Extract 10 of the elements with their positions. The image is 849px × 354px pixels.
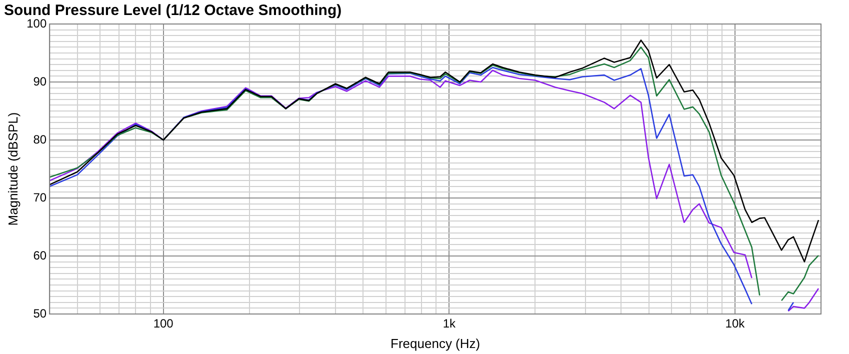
x-tick-label: 10k xyxy=(725,316,746,331)
y-tick-label: 70 xyxy=(33,190,47,204)
x-axis-title: Frequency (Hz) xyxy=(390,336,480,351)
y-tick-label: 80 xyxy=(33,132,47,146)
x-tick-label: 100 xyxy=(153,316,174,331)
y-tick-label: 90 xyxy=(33,74,47,88)
x-tick-label: 1k xyxy=(442,316,456,331)
y-axis-title: Magnitude (dBSPL) xyxy=(5,112,20,226)
y-tick-label: 50 xyxy=(33,306,47,320)
y-tick-label: 60 xyxy=(33,248,47,262)
